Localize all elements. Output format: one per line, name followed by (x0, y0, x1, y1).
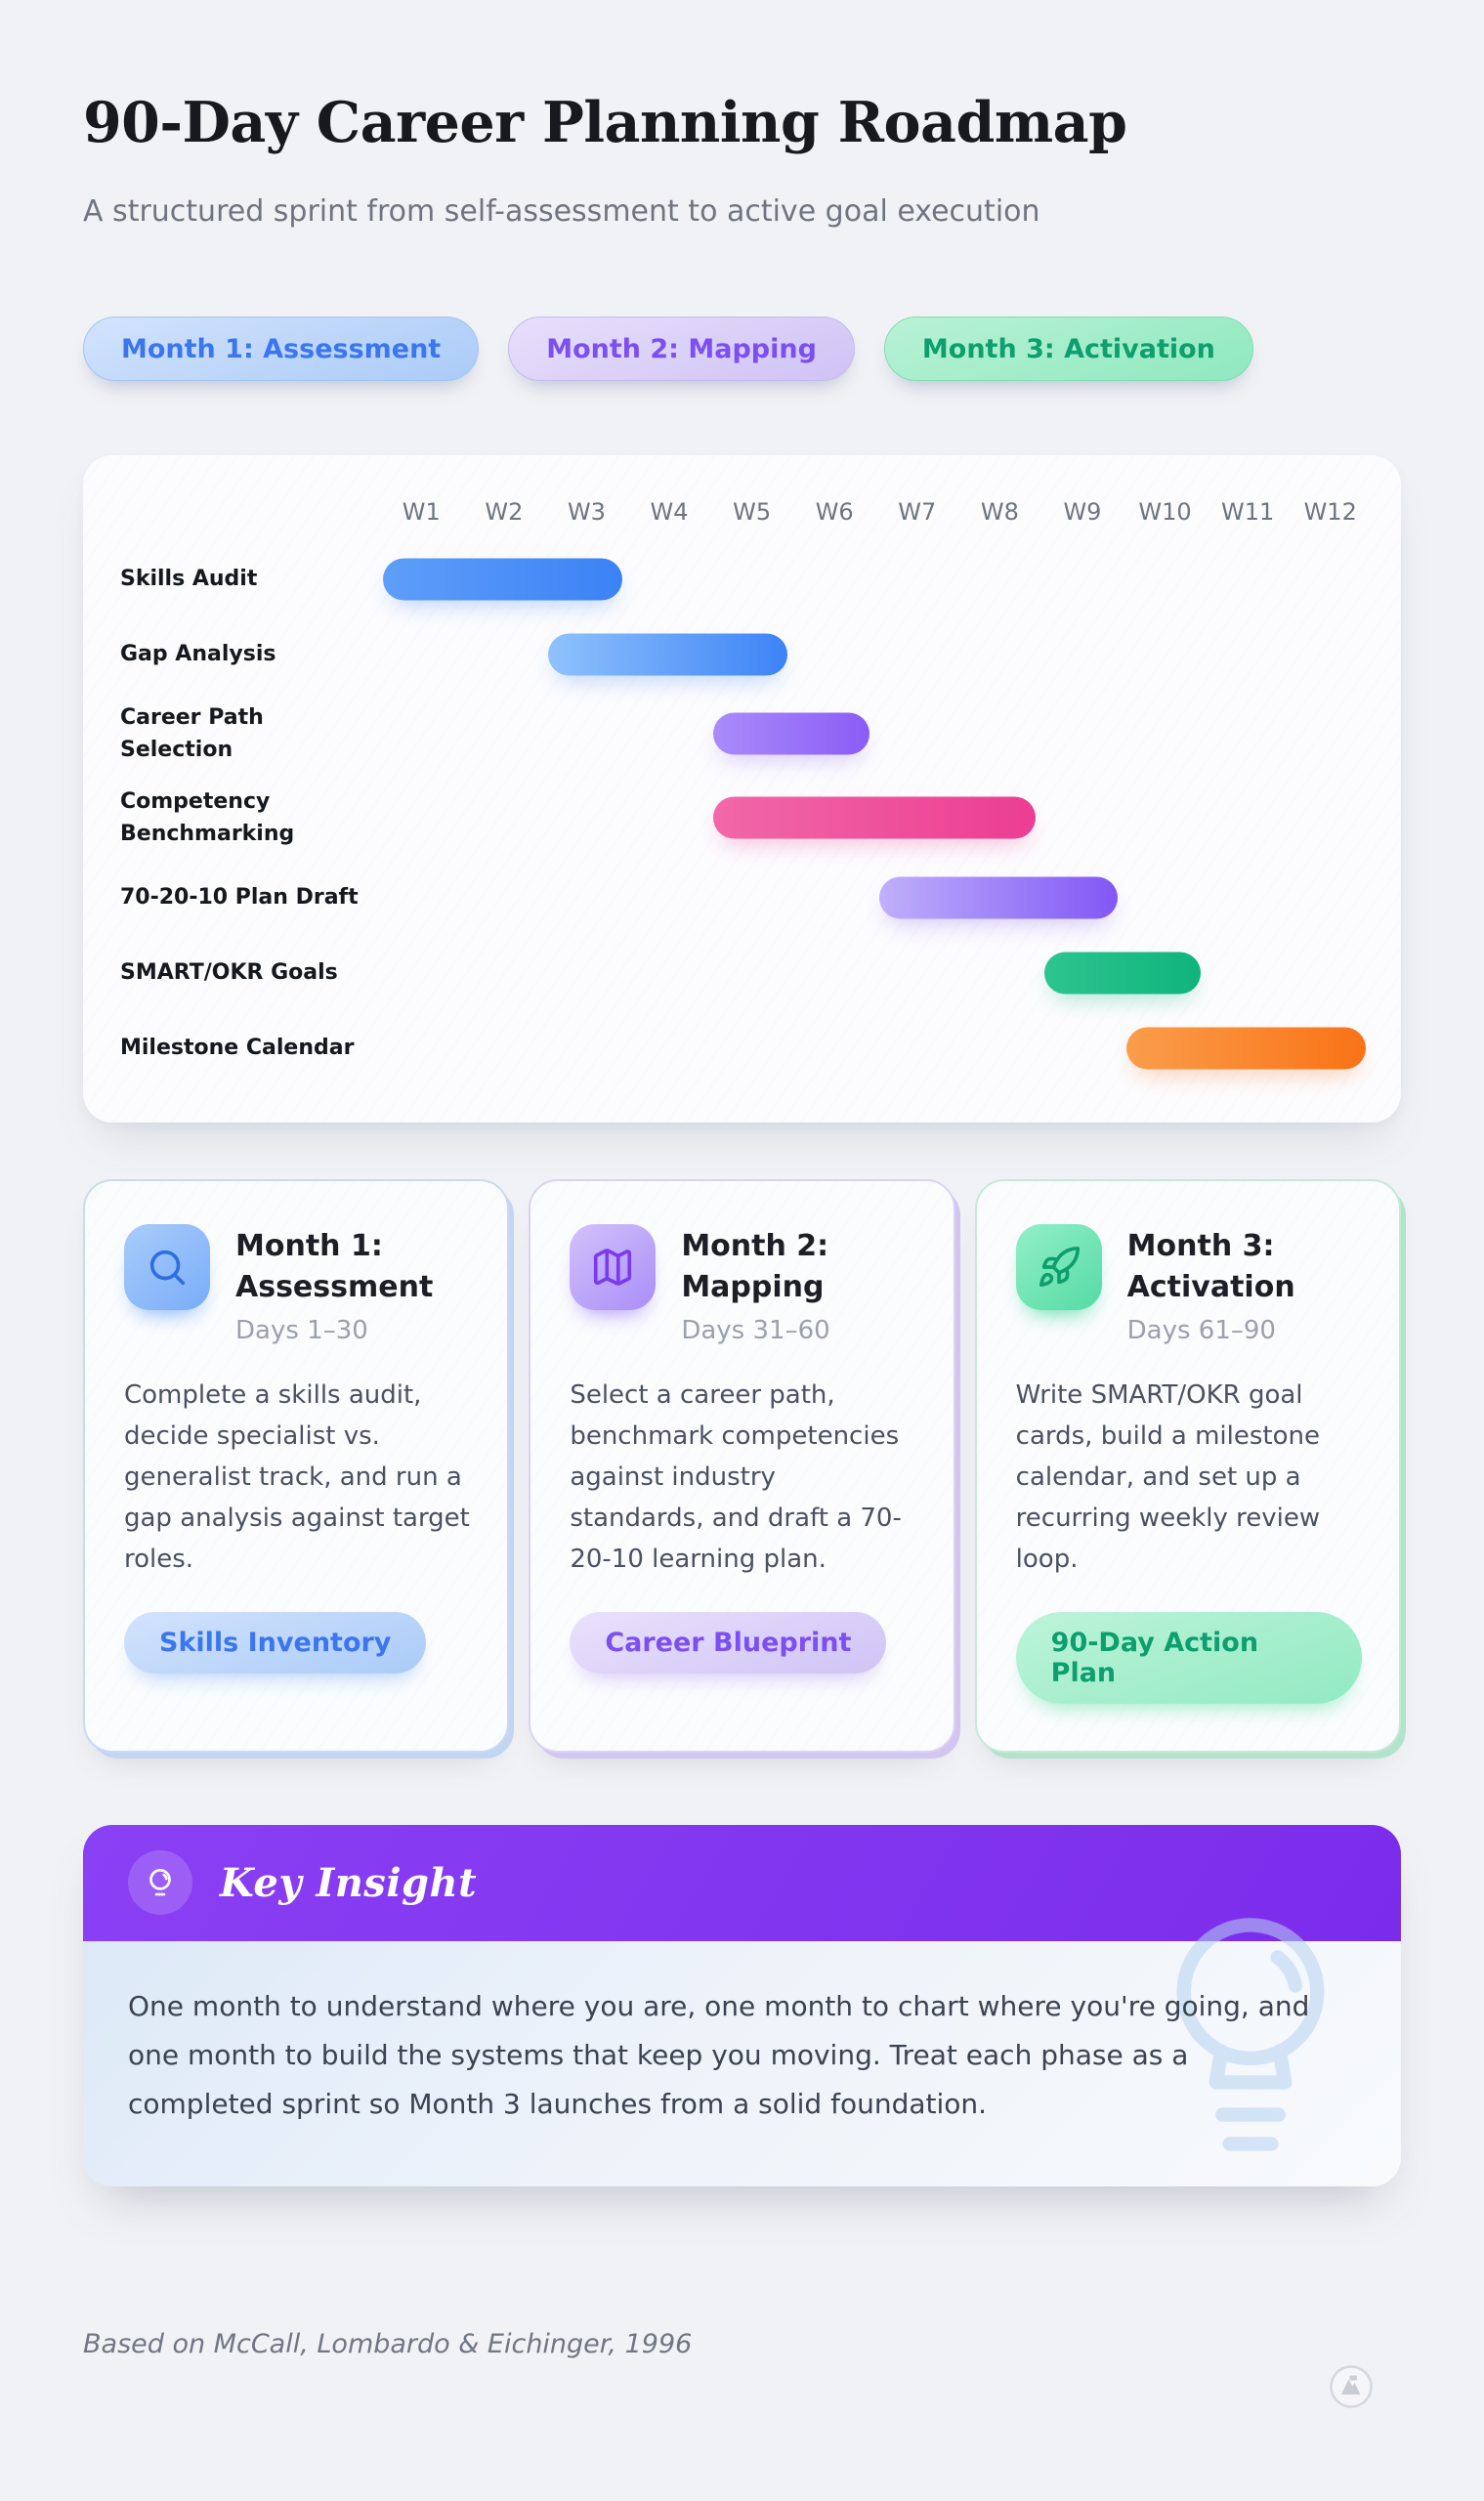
week-tick-w12: W12 (1303, 498, 1357, 526)
gantt-row-milestone-calendar: Milestone Calendar (108, 1010, 1372, 1085)
task-track (380, 776, 1372, 860)
card-tag-pill: Career Blueprint (570, 1611, 887, 1674)
gantt-header-spacer (108, 485, 380, 541)
task-label: Milestone Calendar (120, 1036, 355, 1060)
page-title: 90-Day Career Planning Roadmap (83, 90, 1127, 155)
rocket-icon (1039, 1247, 1080, 1288)
card-icon-tile (570, 1224, 657, 1310)
gantt-row-gap-analysis: Gap Analysis (108, 616, 1372, 692)
gantt-row-70-20-10-plan-draft: 70-20-10 Plan Draft (108, 860, 1372, 935)
task-label: Skills Audit (120, 567, 258, 591)
card-description: Write SMART/OKR goal cards, build a mile… (1015, 1380, 1321, 1575)
card-tag-pill: 90-Day Action Plan (1015, 1611, 1362, 1704)
week-tick-w7: W7 (898, 498, 937, 526)
task-label: Gap Analysis (120, 642, 276, 666)
month-card-month-1-assessment: Month 1: Assessment Days 1–30 Complete a… (83, 1179, 510, 1753)
gantt-rows: Skills Audit Gap Analysis Career Path Sele… (108, 541, 1372, 1085)
week-tick-w11: W11 (1220, 498, 1275, 526)
attribution-text: Based on McCall, Lombardo & Eichinger, 1… (83, 2328, 693, 2359)
gantt-row-smart-okr-goals: SMART/OKR Goals (108, 935, 1372, 1010)
card-header: Month 2: Mapping Days 31–60 (570, 1224, 915, 1345)
legend-pill-month-1-assessment: Month 1: Assessment (83, 317, 480, 381)
card-header: Month 3: Activation Days 61–90 (1015, 1224, 1362, 1345)
task-label: SMART/OKR Goals (120, 960, 338, 985)
month-legend: Month 1: Assessment Month 2: Mapping Month… (83, 317, 1401, 381)
week-tick-w10: W10 (1138, 498, 1192, 526)
gantt-week-header: W1 W2 W3 W4 W5 W6 W7 W8 W9 W10 W11 W12 (108, 485, 1372, 541)
card-days-range: Days 1–30 (235, 1316, 368, 1345)
gantt-bar-career-path-selection (713, 712, 870, 755)
insight-body-text: One month to understand where you are, o… (128, 1989, 1310, 2121)
gantt-row-skills-audit: Skills Audit (108, 541, 1372, 616)
task-track (380, 860, 1372, 935)
week-tick-w1: W1 (402, 498, 441, 526)
week-tick-w9: W9 (1063, 498, 1102, 526)
card-header: Month 1: Assessment Days 1–30 (124, 1224, 470, 1345)
week-tick-w2: W2 (485, 498, 524, 526)
gantt-chart-card: W1 W2 W3 W4 W5 W6 W7 W8 W9 W10 W11 W12 Skills Audit… (83, 455, 1401, 1123)
gantt-bar-skills-audit (383, 558, 622, 600)
card-icon-tile (1015, 1224, 1102, 1310)
insight-body: One month to understand where you are, o… (83, 1940, 1401, 2186)
gantt-bar-70-20-10-plan-draft (878, 876, 1119, 918)
card-icon-tile (124, 1224, 210, 1310)
task-label: 70-20-10 Plan Draft (120, 885, 359, 910)
task-track (380, 1010, 1372, 1085)
task-label: Competency Benchmarking (120, 789, 295, 846)
page-subtitle: A structured sprint from self-assessment… (83, 194, 1040, 229)
gantt-bar-gap-analysis (548, 633, 787, 675)
key-insight-panel: Key Insight One month to understand wher… (83, 1824, 1401, 2186)
legend-pill-month-3-activation: Month 3: Activation (883, 317, 1253, 381)
insight-title: Key Insight (220, 1859, 478, 1906)
week-tick-w4: W4 (650, 498, 689, 526)
search-icon (149, 1250, 186, 1286)
card-title: Month 1: Assessment (235, 1229, 434, 1304)
card-title: Month 3: Activation (1126, 1229, 1295, 1304)
week-tick-w8: W8 (980, 498, 1019, 526)
card-description: Select a career path, benchmark competen… (570, 1380, 902, 1575)
map-icon (594, 1249, 632, 1286)
week-tick-w5: W5 (733, 498, 772, 526)
insight-header: Key Insight (83, 1824, 1401, 1941)
task-track (380, 692, 1372, 776)
gantt-bar-milestone-calendar (1126, 1027, 1366, 1069)
card-title: Month 2: Mapping (681, 1229, 829, 1304)
gantt-row-career-path-selection: Career Path Selection (108, 692, 1372, 776)
legend-pill-month-2-mapping: Month 2: Mapping (508, 317, 855, 381)
lightbulb-icon (128, 1850, 192, 1916)
month-card-month-3-activation: Month 3: Activation Days 61–90 Write SMA… (974, 1179, 1401, 1753)
card-days-range: Days 31–60 (681, 1316, 830, 1345)
card-header-text: Month 2: Mapping Days 31–60 (681, 1224, 915, 1345)
card-header-text: Month 3: Activation Days 61–90 (1127, 1224, 1362, 1345)
gantt-bar-competency-benchmarking (713, 796, 1036, 839)
task-track (380, 616, 1372, 692)
month-card-month-2-mapping: Month 2: Mapping Days 31–60 Select a car… (529, 1179, 955, 1753)
gantt-row-competency-benchmarking: Competency Benchmarking (108, 776, 1372, 860)
card-description: Complete a skills audit, decide speciali… (124, 1380, 470, 1575)
card-days-range: Days 61–90 (1126, 1316, 1276, 1345)
gantt-bar-smart-okr-goals (1043, 952, 1201, 994)
brand-logo-badge (1329, 2364, 1374, 2409)
week-axis: W1 W2 W3 W4 W5 W6 W7 W8 W9 W10 W11 W12 (380, 485, 1372, 541)
task-label: Career Path Selection (120, 705, 264, 762)
card-header-text: Month 1: Assessment Days 1–30 (235, 1224, 470, 1345)
week-tick-w3: W3 (567, 498, 606, 526)
month-cards-row: Month 1: Assessment Days 1–30 Complete a… (83, 1179, 1401, 1753)
card-tag-pill: Skills Inventory (124, 1611, 427, 1674)
task-track (380, 541, 1372, 616)
week-tick-w6: W6 (815, 498, 854, 526)
task-track (380, 935, 1372, 1010)
